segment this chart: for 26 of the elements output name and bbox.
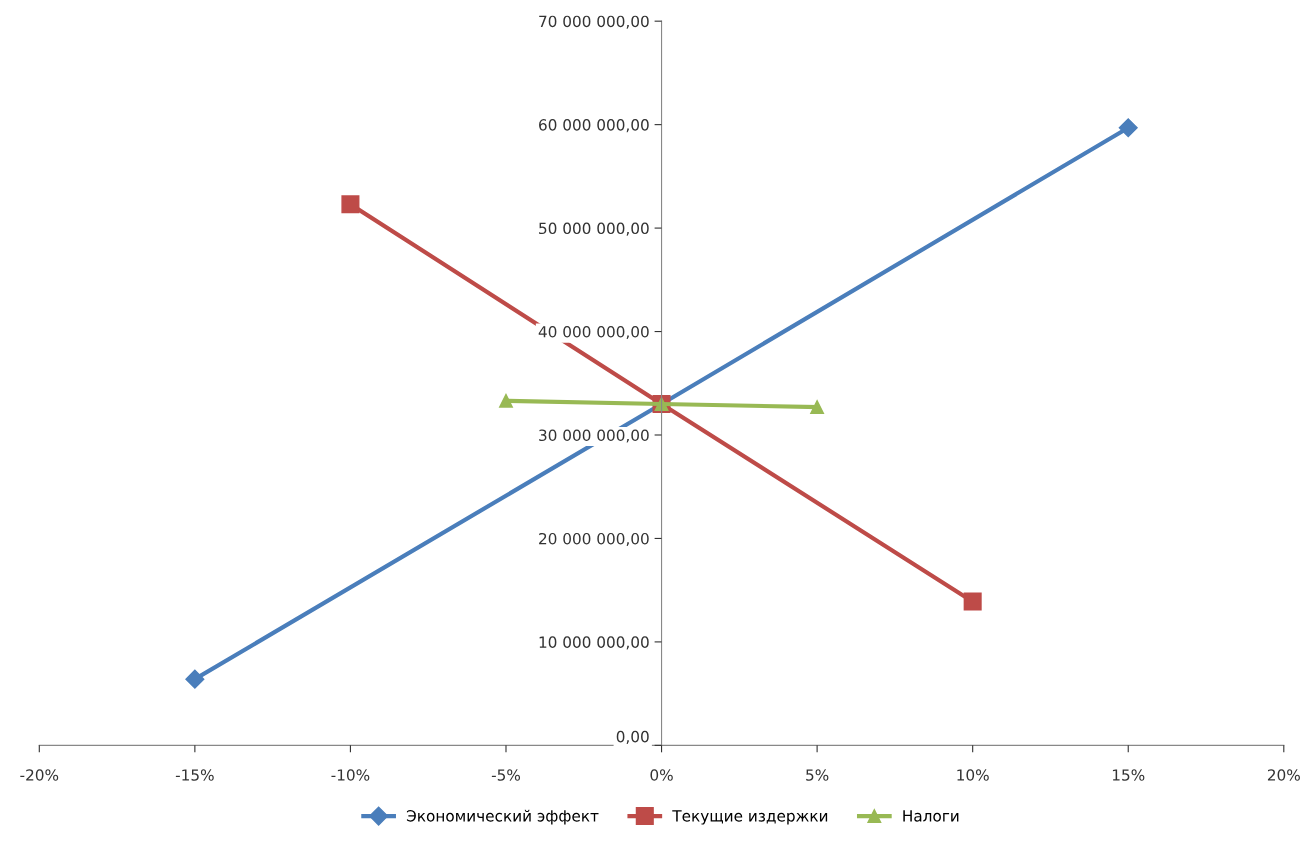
x-tick-label: 10% <box>957 769 989 781</box>
y-tick-label: 0,00 <box>616 730 649 744</box>
legend-label: Текущие издержки <box>672 810 828 825</box>
x-tick-label: 0% <box>650 769 673 781</box>
legend-label: Экономический эффект <box>406 809 599 825</box>
x-tick-label: -10% <box>331 769 370 781</box>
x-tick-label: -15% <box>175 769 214 781</box>
y-tick-label: 10 000 000,00 <box>539 636 649 650</box>
y-tick-label: 40 000 000,00 <box>538 326 649 340</box>
point <box>341 195 360 214</box>
x-tick-label: -5% <box>491 769 521 781</box>
point <box>185 669 205 689</box>
x-tick-label: 15% <box>1112 769 1145 781</box>
x-tick-label: 20% <box>1267 769 1300 781</box>
point <box>1118 118 1138 138</box>
y-tick-label: 50 000 000,00 <box>539 222 649 236</box>
y-tick-label: 30 000 000,00 <box>539 429 649 443</box>
y-tick-label: 70 000 000,00 <box>539 15 649 29</box>
x-tick-label: -20% <box>20 769 59 781</box>
y-tick-label: 60 000 000,00 <box>539 119 649 133</box>
point <box>963 592 982 611</box>
legend-label: Налоги <box>903 810 959 822</box>
y-tick-label: 20 000 000,00 <box>539 532 649 547</box>
point <box>810 400 825 415</box>
x-tick-label: 5% <box>806 769 829 781</box>
point <box>499 393 513 408</box>
